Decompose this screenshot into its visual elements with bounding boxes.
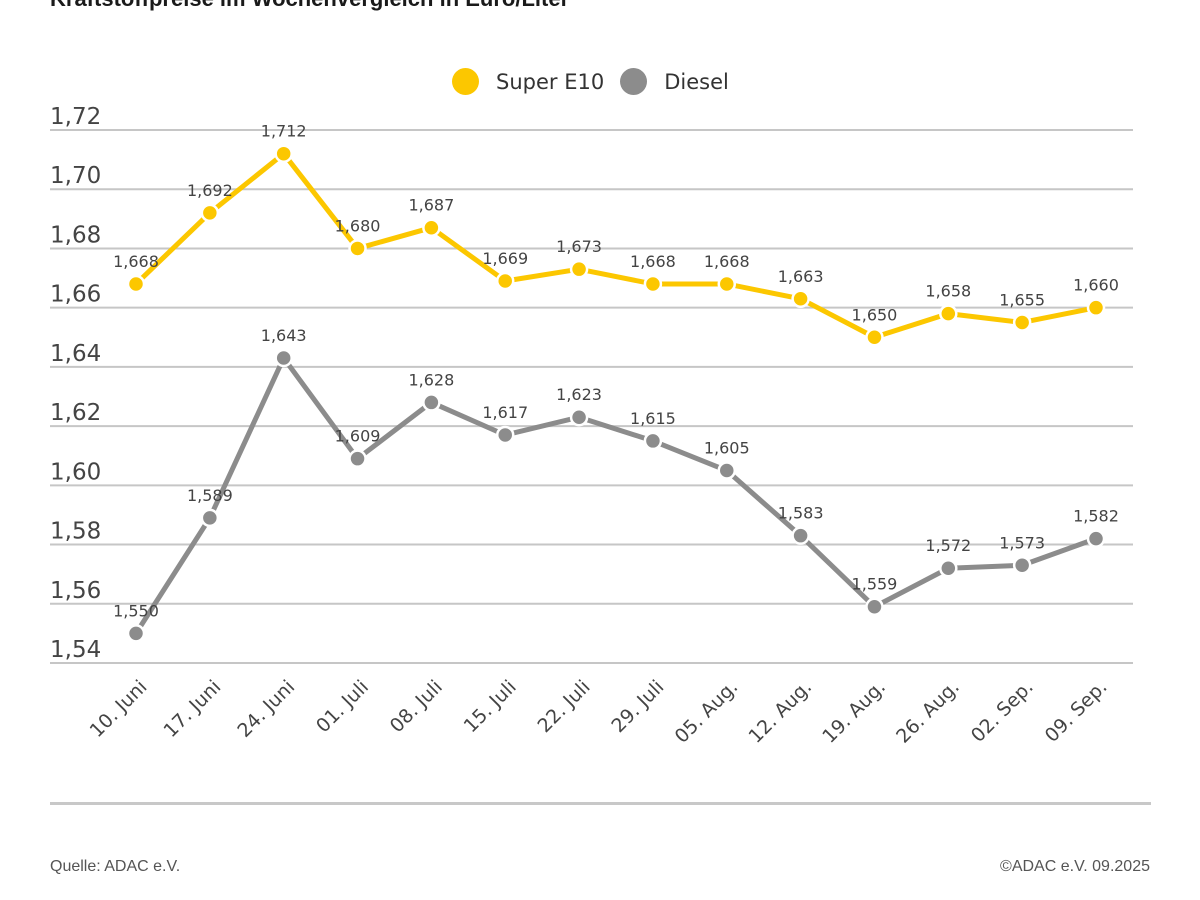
y-tick-label: 1,66 bbox=[50, 282, 101, 308]
x-tick-label: 17. Juni bbox=[159, 676, 225, 742]
data-label-super-e10: 1,658 bbox=[925, 282, 971, 301]
y-tick-label: 1,60 bbox=[50, 459, 101, 485]
data-label-super-e10: 1,673 bbox=[556, 237, 602, 256]
data-point-diesel bbox=[939, 558, 958, 578]
data-point-super-e10 bbox=[569, 259, 589, 279]
data-point-diesel bbox=[274, 348, 293, 368]
data-point-super-e10 bbox=[1012, 313, 1032, 332]
data-label-super-e10: 1,668 bbox=[630, 252, 676, 271]
legend-label-super-e10: Super E10 bbox=[496, 69, 605, 94]
legend-marker-super-e10 bbox=[452, 68, 479, 95]
data-label-diesel: 1,583 bbox=[778, 504, 824, 523]
x-tick-label: 10. Juni bbox=[86, 676, 152, 742]
data-point-super-e10 bbox=[865, 328, 884, 347]
data-point-diesel bbox=[1086, 529, 1106, 548]
data-point-diesel bbox=[1012, 556, 1032, 575]
data-point-super-e10 bbox=[643, 274, 663, 294]
data-label-super-e10: 1,712 bbox=[261, 122, 307, 141]
data-point-diesel bbox=[348, 449, 367, 468]
y-tick-label: 1,68 bbox=[50, 222, 101, 248]
data-label-super-e10: 1,687 bbox=[408, 196, 454, 215]
series-line-diesel bbox=[133, 355, 1097, 635]
line-chart: 1,72 1,70 1,68 1,66 1,64 1,62 1,60 1,58 1,56 1,54… bbox=[50, 104, 1133, 748]
data-point-super-e10 bbox=[939, 304, 958, 323]
x-tick-label: 19. Aug. bbox=[818, 676, 890, 748]
data-point-super-e10 bbox=[1086, 298, 1106, 317]
data-label-super-e10: 1,655 bbox=[999, 290, 1045, 309]
data-point-diesel bbox=[422, 393, 441, 412]
data-label-super-e10: 1,692 bbox=[187, 181, 233, 200]
data-label-super-e10: 1,680 bbox=[335, 216, 381, 235]
legend-marker-diesel bbox=[620, 68, 648, 95]
data-label-diesel: 1,623 bbox=[556, 385, 602, 404]
data-point-super-e10 bbox=[200, 203, 220, 223]
x-tick-label: 09. Sep. bbox=[1041, 676, 1112, 747]
data-label-diesel: 1,582 bbox=[1073, 507, 1119, 526]
data-point-super-e10 bbox=[495, 271, 515, 291]
source-note: Quelle: ADAC e.V. bbox=[50, 858, 181, 875]
y-tick-label: 1,64 bbox=[50, 341, 101, 367]
data-point-diesel bbox=[569, 407, 589, 427]
data-point-super-e10 bbox=[126, 274, 146, 294]
data-label-diesel: 1,559 bbox=[852, 575, 898, 594]
data-point-super-e10 bbox=[791, 289, 810, 309]
y-tick-label: 1,54 bbox=[50, 637, 101, 663]
data-label-super-e10: 1,669 bbox=[482, 249, 528, 268]
data-point-super-e10 bbox=[274, 144, 293, 163]
data-label-diesel: 1,550 bbox=[113, 601, 159, 620]
data-point-diesel bbox=[643, 431, 663, 451]
x-tick-label: 08. Juli bbox=[386, 676, 447, 737]
legend-item-super-e10: Super E10 bbox=[452, 68, 604, 95]
data-label-diesel: 1,643 bbox=[261, 326, 307, 345]
x-tick-label: 01. Juli bbox=[312, 676, 373, 737]
x-tick-label: 05. Aug. bbox=[671, 676, 743, 748]
data-label-diesel: 1,605 bbox=[704, 439, 750, 458]
data-point-diesel bbox=[126, 624, 146, 643]
data-label-diesel: 1,573 bbox=[999, 533, 1045, 552]
x-tick-label: 24. Juni bbox=[233, 676, 299, 742]
x-tick-label: 26. Aug. bbox=[892, 676, 964, 748]
data-label-diesel: 1,589 bbox=[187, 486, 233, 505]
data-label-super-e10: 1,660 bbox=[1073, 276, 1119, 295]
data-point-super-e10 bbox=[348, 239, 367, 258]
y-tick-label: 1,72 bbox=[50, 104, 101, 130]
data-label-diesel: 1,609 bbox=[335, 427, 381, 446]
x-tick-label: 22. Juli bbox=[533, 676, 594, 737]
data-label-super-e10: 1,663 bbox=[778, 267, 824, 286]
chart-legend: Super E10 Diesel bbox=[452, 68, 745, 95]
x-tick-label: 15. Juli bbox=[460, 676, 521, 737]
data-label-super-e10: 1,668 bbox=[704, 252, 750, 271]
data-point-diesel bbox=[865, 597, 884, 616]
legend-item-diesel: Diesel bbox=[620, 68, 729, 95]
data-label-diesel: 1,617 bbox=[482, 403, 528, 422]
y-tick-label: 1,58 bbox=[50, 519, 101, 545]
data-point-diesel bbox=[495, 425, 515, 445]
x-tick-label: 12. Aug. bbox=[744, 676, 816, 748]
data-point-super-e10 bbox=[717, 274, 737, 294]
data-point-diesel bbox=[717, 461, 737, 480]
legend-label-diesel: Diesel bbox=[664, 69, 729, 94]
data-point-super-e10 bbox=[422, 218, 441, 237]
y-tick-label: 1,70 bbox=[50, 163, 101, 189]
y-tick-label: 1,62 bbox=[50, 400, 101, 426]
data-label-super-e10: 1,650 bbox=[852, 305, 898, 324]
x-tick-label: 29. Juli bbox=[607, 676, 668, 737]
data-label-diesel: 1,628 bbox=[408, 370, 454, 389]
chart-title: Kraftstoffpreise im Wochenvergleich in E… bbox=[50, 0, 569, 12]
x-tick-label: 02. Sep. bbox=[967, 676, 1038, 747]
y-tick-label: 1,56 bbox=[50, 578, 101, 604]
data-label-super-e10: 1,668 bbox=[113, 252, 159, 271]
data-label-diesel: 1,572 bbox=[925, 536, 971, 555]
footer-divider bbox=[50, 802, 1151, 805]
data-label-diesel: 1,615 bbox=[630, 409, 676, 428]
data-point-diesel bbox=[791, 526, 810, 545]
data-point-diesel bbox=[200, 508, 220, 528]
series-line-super-e10 bbox=[134, 151, 1097, 340]
copyright-note: ©ADAC e.V. 09.2025 bbox=[1000, 858, 1150, 875]
